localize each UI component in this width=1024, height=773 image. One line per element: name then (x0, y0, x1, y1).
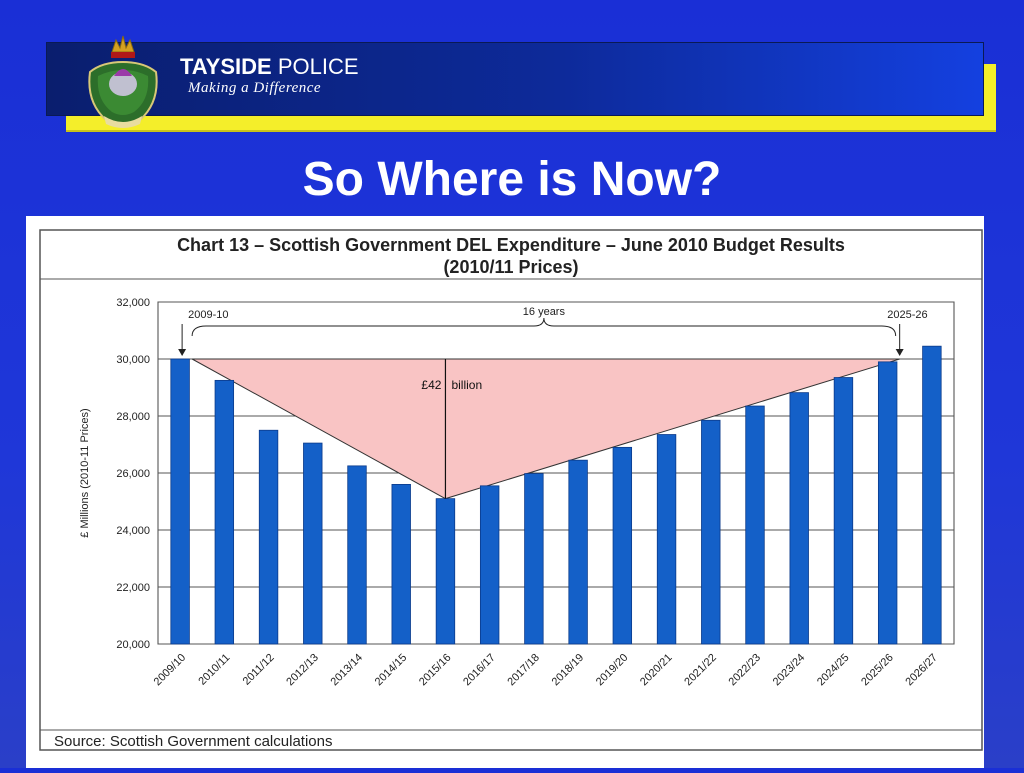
x-tick-label: 2023/24 (771, 652, 808, 689)
bar (789, 392, 809, 645)
bar (612, 446, 633, 645)
y-tick-label: 32,000 (116, 297, 150, 309)
x-tick-label: 2026/27 (903, 652, 940, 689)
x-tick-label: 2025/26 (859, 652, 896, 689)
bar (745, 405, 765, 645)
y-tick-label: 24,000 (116, 525, 150, 537)
x-tick-label: 2009/10 (152, 652, 189, 689)
bar (524, 473, 544, 645)
x-tick-label: 2013/14 (329, 652, 366, 689)
bar (656, 434, 677, 645)
chart-frame (39, 229, 983, 751)
x-tick-label: 2017/18 (505, 652, 542, 689)
police-crest-logo (88, 35, 158, 128)
y-axis-label: £ Millions (2010-11 Prices) (79, 408, 91, 537)
funding-gap-area (191, 358, 900, 500)
y-tick-label: 28,000 (116, 411, 150, 423)
x-tick-label: 2019/20 (594, 652, 631, 689)
bar (435, 498, 456, 645)
y-tick-label: 26,000 (116, 468, 150, 480)
bar (568, 459, 588, 645)
bar (922, 345, 942, 645)
x-tick-label: 2010/11 (196, 652, 232, 688)
x-tick-label: 2011/12 (241, 652, 277, 688)
plot-area: 20,000 22,000 24,000 26,000 28,000 30,000 32,0… (79, 297, 955, 689)
bar (303, 442, 323, 645)
x-tick-label: 2016/17 (461, 652, 498, 689)
end-year-label: 2025-26 (887, 309, 927, 321)
y-tick-label: 22,000 (116, 582, 150, 594)
x-tick-label: 2020/21 (638, 652, 675, 689)
gap-label-unit: billion (451, 378, 482, 392)
brand-name-bold: TAYSIDE (180, 54, 272, 79)
x-tick-label: 2021/22 (682, 652, 719, 689)
chart-subtitle: (2010/11 Prices) (443, 257, 578, 277)
chart-panel: Chart 13 – Scottish Government DEL Expen… (26, 216, 984, 768)
bar (170, 358, 190, 645)
x-tick-label: 2022/23 (727, 652, 764, 689)
slide-title: So Where is Now? (302, 153, 722, 206)
x-tick-label: 2014/15 (373, 652, 410, 689)
chart-title: Chart 13 – Scottish Government DEL Expen… (177, 235, 845, 255)
x-tick-label: 2018/19 (550, 652, 587, 689)
bar (391, 483, 411, 645)
gap-label: £42 (421, 378, 441, 392)
span-brace (191, 317, 897, 337)
y-tick-label: 20,000 (116, 639, 150, 651)
bar (701, 419, 721, 645)
chart-source: Source: Scottish Government calculations (54, 733, 332, 750)
end-arrowhead (895, 349, 904, 356)
x-tick-label: 2012/13 (284, 652, 321, 689)
span-label: 16 years (523, 306, 566, 318)
bar (214, 379, 235, 645)
start-arrowhead (178, 349, 187, 356)
x-tick-label: 2024/25 (815, 652, 852, 689)
bar (347, 465, 367, 645)
header-banner (46, 42, 984, 116)
chart-svg: Chart 13 – Scottish Government DEL Expen… (39, 229, 983, 751)
x-tick-label: 2015/16 (417, 652, 454, 689)
brand-name: TAYSIDE POLICE (180, 55, 359, 79)
bar (833, 377, 854, 645)
brand-name-rest: POLICE (277, 54, 359, 79)
bar (877, 361, 898, 645)
brand-tagline: Making a Difference (188, 80, 322, 96)
bar (258, 429, 279, 645)
start-year-label: 2009-10 (188, 309, 228, 321)
bar (479, 485, 500, 645)
y-tick-label: 30,000 (116, 354, 150, 366)
